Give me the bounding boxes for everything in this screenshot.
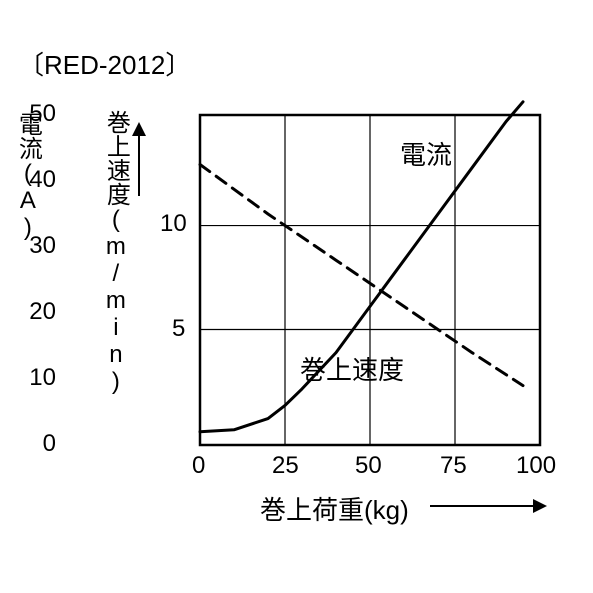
ylabel-right: 巻上速度(m/min) [102, 110, 128, 395]
ytick-right-10: 10 [160, 210, 187, 238]
xtick-25: 25 [272, 452, 299, 480]
ytick-right-5: 5 [172, 315, 185, 343]
ytick-left-40: 40 [29, 166, 56, 194]
ytick-left-30: 30 [29, 232, 56, 260]
series-label-speed: 巻上速度 [300, 350, 404, 387]
ytick-left-10: 10 [29, 364, 56, 392]
xtick-0: 0 [192, 452, 205, 480]
xlabel: 巻上荷重(kg) [260, 490, 409, 527]
xtick-50: 50 [355, 452, 382, 480]
ytick-left-0: 0 [43, 430, 56, 458]
series-label-current: 電流 [400, 135, 452, 172]
xtick-75: 75 [440, 452, 467, 480]
ytick-left-50: 50 [29, 100, 56, 128]
inner-y-arrow-icon [138, 124, 140, 196]
chart-title: 〔RED-2012〕 [18, 45, 191, 82]
xtick-100: 100 [516, 452, 556, 480]
ytick-left-20: 20 [29, 298, 56, 326]
chart-container: 〔RED-2012〕 電流(A) 50 40 30 20 10 0 巻上速度(m… [0, 0, 593, 593]
x-arrow-icon [430, 505, 545, 507]
chart-plot [195, 100, 555, 460]
